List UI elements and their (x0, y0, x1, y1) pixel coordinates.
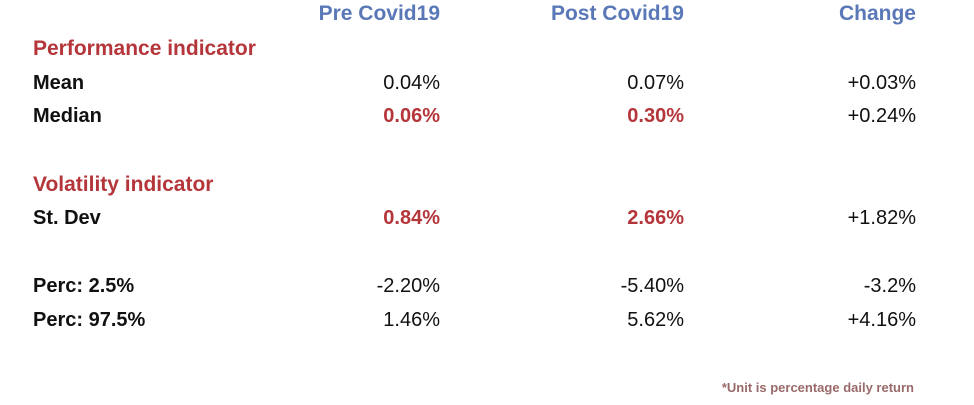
section-title-performance: Performance indicator (33, 37, 256, 60)
cell-stdev-change: +1.82% (847, 207, 916, 229)
row-label-median: Median (33, 105, 102, 127)
cell-median-post: 0.30% (627, 105, 684, 127)
cell-median-pre: 0.06% (383, 105, 440, 127)
column-header-change: Change (838, 2, 916, 25)
cell-mean-change: +0.03% (847, 72, 916, 94)
section-title-volatility: Volatility indicator (33, 173, 214, 196)
cell-perc975-change: +4.16% (847, 309, 916, 331)
cell-stdev-post: 2.66% (627, 207, 684, 229)
row-label-mean: Mean (33, 72, 85, 94)
cell-mean-post: 0.07% (627, 72, 684, 94)
cell-perc25-post: -5.40% (620, 275, 684, 297)
cell-perc975-pre: 1.46% (383, 309, 440, 331)
column-header-pre: Pre Covid19 (318, 2, 440, 25)
row-label-perc25: Perc: 2.5% (33, 275, 135, 297)
footnote: *Unit is percentage daily return (721, 380, 914, 395)
row-label-perc975: Perc: 97.5% (33, 309, 146, 331)
cell-perc975-post: 5.62% (627, 309, 684, 331)
cell-median-change: +0.24% (847, 105, 916, 127)
cell-stdev-pre: 0.84% (383, 207, 440, 229)
cell-perc25-pre: -2.20% (376, 275, 440, 297)
row-label-stdev: St. Dev (33, 207, 101, 229)
cell-mean-pre: 0.04% (383, 72, 440, 94)
cell-perc25-change: -3.2% (863, 275, 916, 297)
column-header-post: Post Covid19 (550, 2, 684, 25)
